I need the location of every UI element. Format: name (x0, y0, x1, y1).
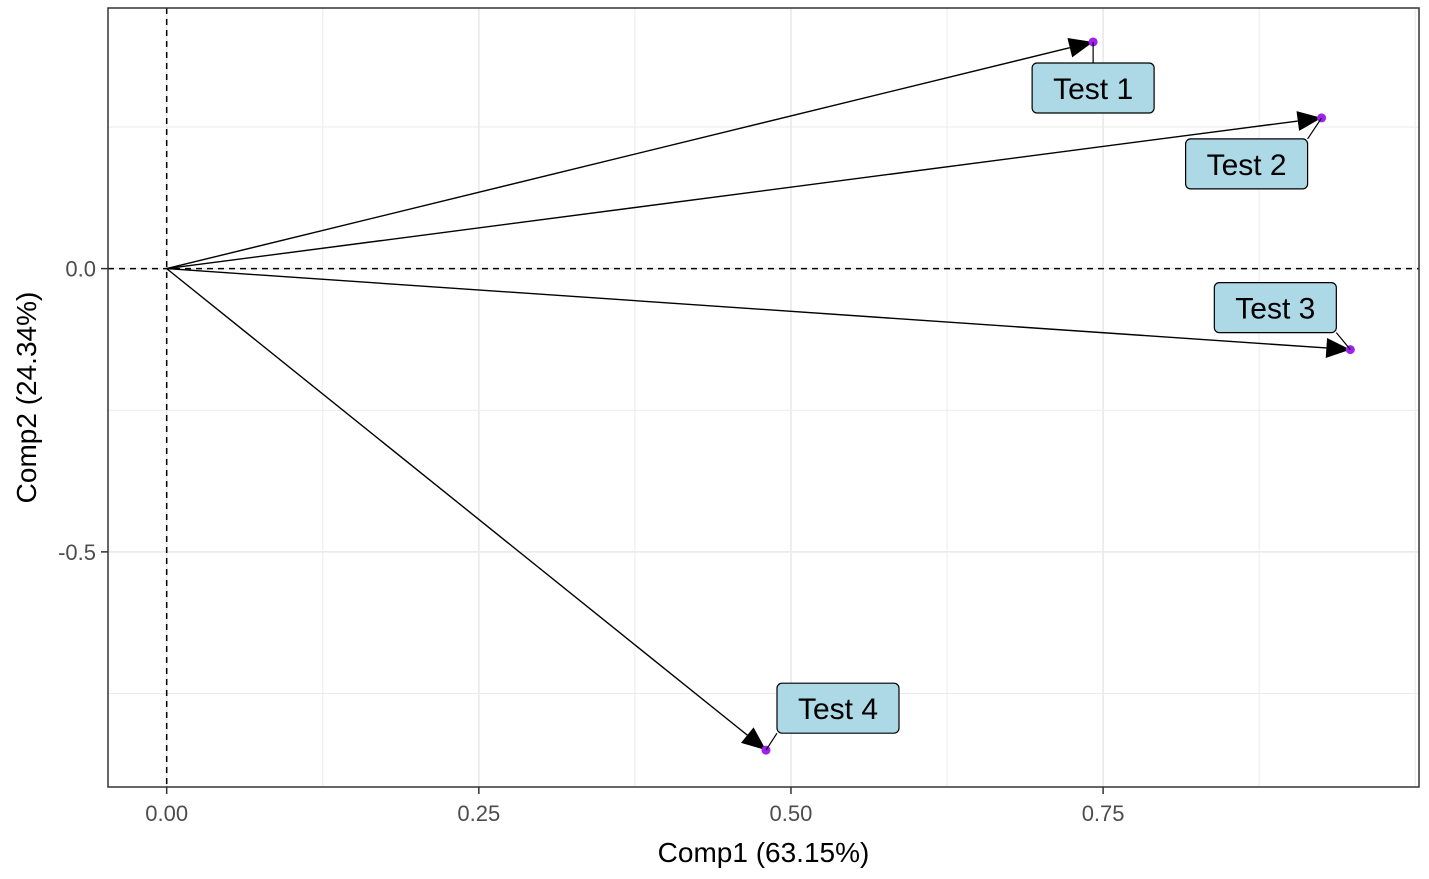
label-leader (765, 732, 778, 751)
panel-border (107, 7, 1420, 788)
point-label: Test 1 (1053, 73, 1133, 106)
arrow-shaft (166, 267, 1327, 349)
x-tick-label: 0.00 (145, 801, 188, 826)
grid-lines (108, 8, 1419, 787)
reference-lines (108, 8, 1419, 787)
label-leader (1335, 332, 1351, 351)
y-axis-ticks: 0.0 -0.5 (58, 257, 108, 565)
label-box (1213, 282, 1337, 334)
x-axis-ticks: 0.00 0.25 0.50 0.75 (145, 787, 1125, 826)
arrow-head (1325, 338, 1351, 358)
loading-arrows (166, 37, 1351, 751)
x-tick-label: 0.25 (457, 801, 500, 826)
point-label: Test 4 (798, 693, 878, 726)
arrow-head (1067, 37, 1094, 58)
point-label: Test 2 (1207, 149, 1287, 182)
arrow-shaft (166, 268, 748, 736)
arrow-shaft (166, 120, 1298, 270)
x-tick-label: 0.75 (1082, 801, 1125, 826)
x-axis-title: Comp1 (63.15%) (658, 837, 870, 868)
label-box (1185, 138, 1309, 190)
point-label: Test 3 (1235, 293, 1315, 326)
y-tick-label: -0.5 (58, 540, 96, 565)
point-labels: Test 1 Test 2 Test 3 Test 4 (765, 41, 1351, 751)
x-tick-label: 0.50 (770, 801, 813, 826)
arrow-head (1296, 111, 1322, 131)
y-axis-title: Comp2 (24.34%) (11, 292, 42, 504)
label-box (1031, 62, 1155, 114)
arrow-head (741, 727, 766, 751)
label-leader (1307, 117, 1323, 140)
y-tick-label: 0.0 (65, 257, 96, 282)
label-box (776, 682, 900, 734)
arrow-shaft (166, 47, 1070, 270)
